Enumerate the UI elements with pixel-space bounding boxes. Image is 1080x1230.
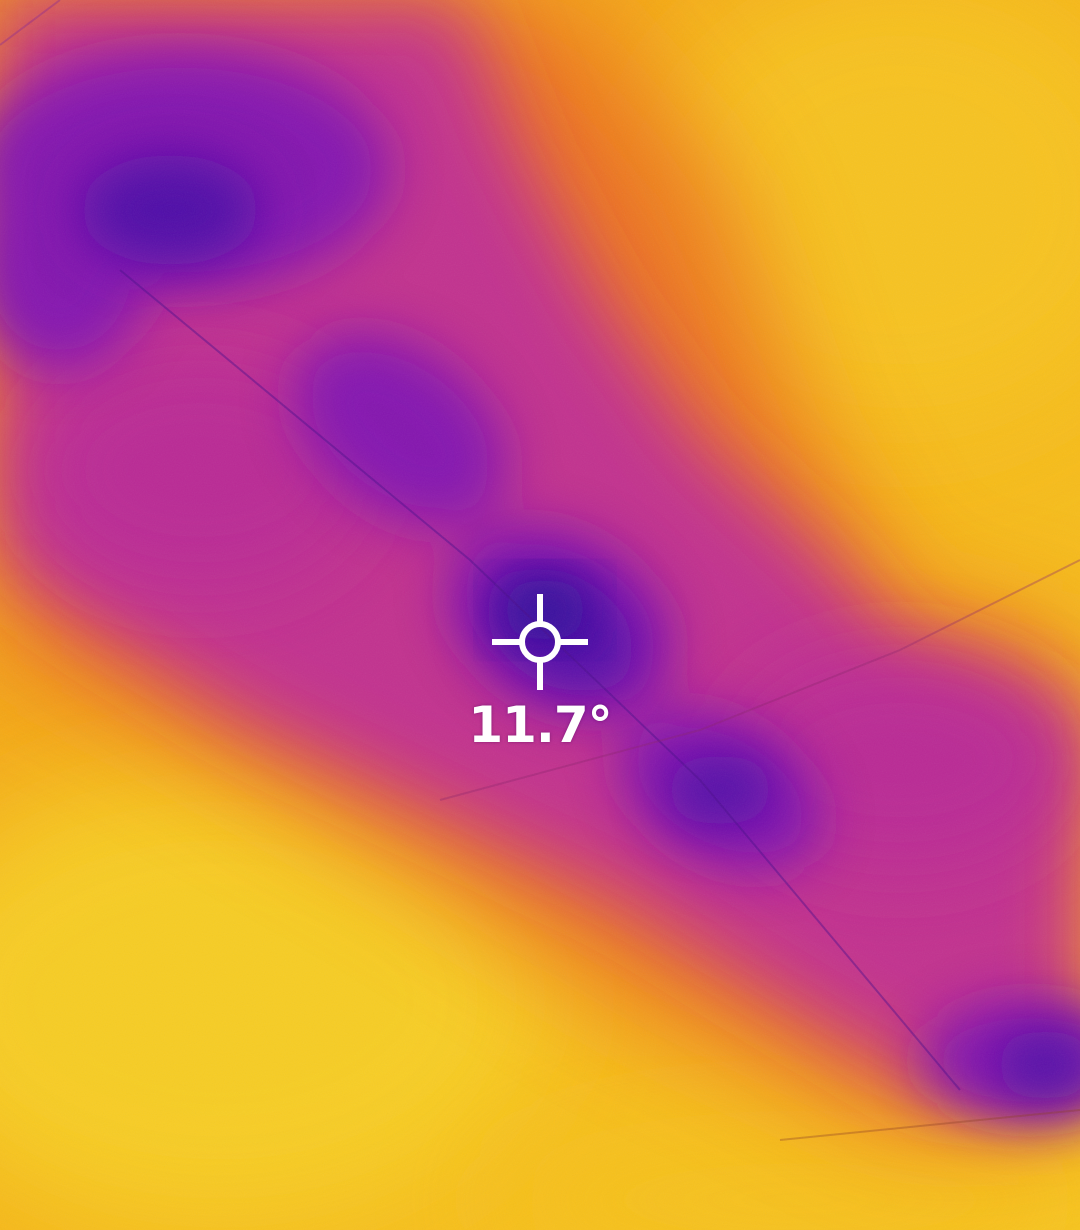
spot-temperature-label: 11.7° bbox=[468, 696, 612, 754]
crosshair-icon bbox=[492, 594, 588, 690]
